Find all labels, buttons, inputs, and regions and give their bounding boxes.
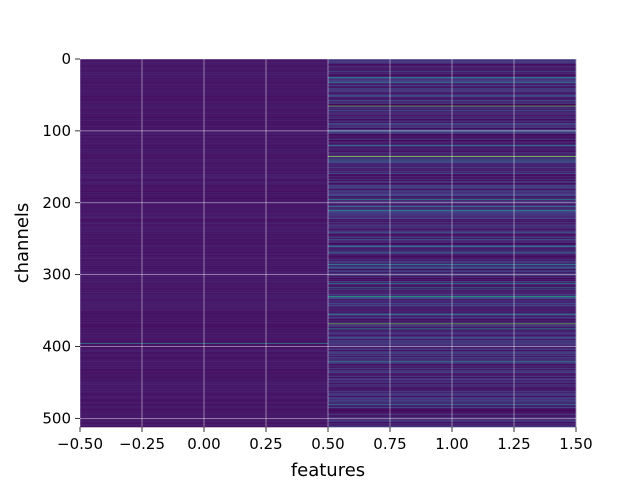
y-tick-label: 300 (42, 266, 71, 284)
x-tick-label: 0.75 (373, 435, 406, 453)
x-tick-label: 0.25 (249, 435, 282, 453)
y-tick-label: 0 (61, 50, 71, 68)
y-tick-label: 500 (42, 409, 71, 427)
x-axis-label: features (291, 460, 365, 480)
grid-lines (79, 58, 577, 427)
axes-ticks: −0.50 −0.25 0.00 0.25 0.50 0.75 1.00 1.25 1.50 0 1… (42, 50, 592, 453)
x-tick-label: 1.00 (435, 435, 468, 453)
y-tick-label: 100 (42, 122, 71, 140)
x-tick-label: −0.25 (119, 435, 165, 453)
y-axis-label: channels (12, 203, 33, 284)
x-tick-label: 1.50 (559, 435, 592, 453)
x-tick-label: −0.50 (57, 435, 103, 453)
x-tick-label: 0.00 (187, 435, 220, 453)
y-tick-label: 400 (42, 338, 71, 356)
y-tick-label: 200 (42, 194, 71, 212)
x-tick-label: 0.50 (311, 435, 344, 453)
x-tick-label: 1.25 (497, 435, 530, 453)
